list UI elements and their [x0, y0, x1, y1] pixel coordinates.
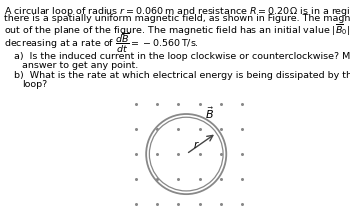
- Text: answer to get any point.: answer to get any point.: [22, 61, 138, 70]
- Text: b)  What is the rate at which electrical energy is being dissipated by the resis: b) What is the rate at which electrical …: [14, 71, 350, 80]
- Text: A circular loop of radius $r = 0.060\,\mathrm{m}$ and resistance $R = 0.20\,\Ome: A circular loop of radius $r = 0.060\,\m…: [4, 5, 350, 18]
- Text: a)  Is the induced current in the loop clockwise or counterclockwise? Motivate y: a) Is the induced current in the loop cl…: [14, 52, 350, 61]
- Circle shape: [149, 117, 223, 191]
- Text: loop?: loop?: [22, 80, 47, 89]
- Text: there is a spatially uniform magnetic field, as shown in Figure. The magnetic fi: there is a spatially uniform magnetic fi…: [4, 14, 350, 23]
- Text: decreasing at a rate of $\dfrac{d\overline{B}}{dt} = -0.560\,\mathrm{T/s}$.: decreasing at a rate of $\dfrac{d\overli…: [4, 32, 199, 55]
- Text: out of the plane of the figure. The magnetic field has an initial value $|\overl: out of the plane of the figure. The magn…: [4, 23, 350, 38]
- Text: $\vec{B}$: $\vec{B}$: [205, 105, 214, 121]
- Text: $r$: $r$: [194, 139, 200, 150]
